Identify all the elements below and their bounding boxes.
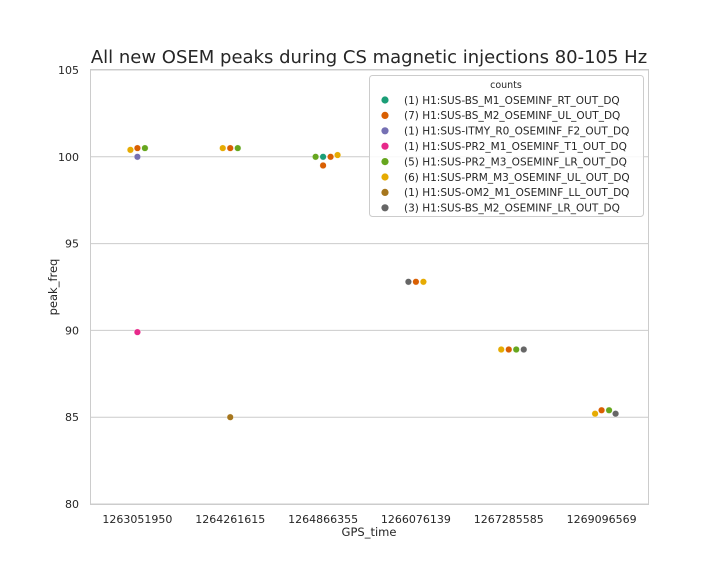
data-point [334,151,342,159]
data-point [133,144,141,152]
data-point [497,345,505,353]
data-point [133,153,141,161]
data-point [605,406,613,414]
y-axis-label: peak_freq [46,259,60,316]
x-tick-label: 1269096569 [567,513,637,526]
data-point [598,406,606,414]
y-tick-label: 100 [58,151,79,164]
legend-marker [381,188,389,196]
legend-label: (1) H1:SUS-BS_M1_OSEMINF_RT_OUT_DQ [404,95,620,107]
data-point [319,153,327,161]
y-tick-label: 90 [65,324,79,337]
data-point [226,413,234,421]
x-tick-label: 1266076139 [381,513,451,526]
legend: counts (1) H1:SUS-BS_M1_OSEMINF_RT_OUT_D… [369,75,644,217]
legend-marker [381,111,389,119]
data-point [234,144,242,152]
data-point [612,410,620,418]
legend-marker [381,96,389,104]
legend-label: (6) H1:SUS-PRM_M3_OSEMINF_UL_OUT_DQ [404,172,630,184]
data-point [312,153,320,161]
data-point [226,144,234,152]
legend-items: (1) H1:SUS-BS_M1_OSEMINF_RT_OUT_DQ (7) H1… [381,95,630,215]
legend-label: (1) H1:SUS-ITMY_R0_OSEMINF_F2_OUT_DQ [404,126,629,138]
legend-marker [381,173,389,181]
x-tick-label: 1264866355 [288,513,358,526]
legend-label: (7) H1:SUS-BS_M2_OSEMINF_UL_OUT_DQ [404,110,620,122]
data-point [327,153,335,161]
data-point [141,144,149,152]
y-tick-label: 95 [65,238,79,251]
x-tick-label: 1264261615 [195,513,265,526]
legend-label: (3) H1:SUS-BS_M2_OSEMINF_LR_OUT_DQ [404,203,620,215]
legend-marker [381,204,389,212]
data-point [419,278,427,286]
x-tick-label: 1267285585 [474,513,544,526]
data-point [412,278,420,286]
legend-label: (5) H1:SUS-PR2_M3_OSEMINF_LR_OUT_DQ [404,156,627,168]
x-axis: 1263051950 1264261615 1264866355 1266076139… [102,513,636,526]
y-tick-label: 85 [65,411,79,424]
data-point [219,144,227,152]
y-tick-label: 80 [65,498,79,511]
legend-marker [381,158,389,166]
data-point [512,345,520,353]
legend-label: (1) H1:SUS-OM2_M1_OSEMINF_LL_OUT_DQ [404,187,629,199]
legend-marker [381,127,389,135]
x-tick-label: 1263051950 [102,513,172,526]
legend-marker [381,142,389,150]
legend-box [369,75,644,217]
data-point [319,161,327,169]
data-points [126,144,620,421]
y-tick-label: 105 [58,64,79,77]
chart-title: All new OSEM peaks during CS magnetic in… [91,47,647,68]
legend-title: counts [490,80,522,91]
data-point [404,278,412,286]
data-point [591,410,599,418]
data-point [126,146,134,154]
data-point [505,345,513,353]
legend-label: (1) H1:SUS-PR2_M1_OSEMINF_T1_OUT_DQ [404,141,627,153]
x-axis-label: GPS_time [342,525,397,539]
data-point [133,328,141,336]
y-axis: 80 85 90 95 100 105 [58,64,79,511]
plot-frame [90,69,649,505]
data-point [520,345,528,353]
